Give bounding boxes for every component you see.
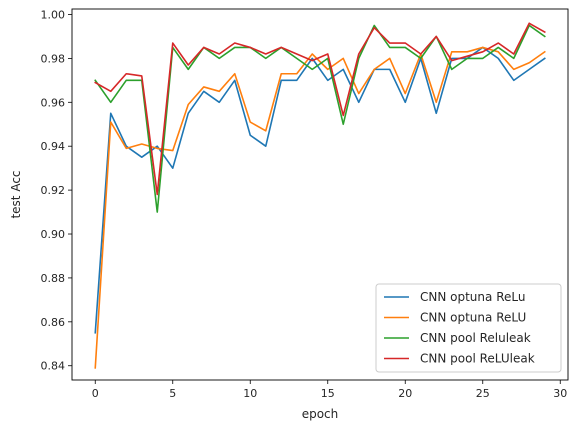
y-tick-label: 0.86 xyxy=(41,316,66,329)
y-tick-label: 0.92 xyxy=(41,184,66,197)
series-line-2 xyxy=(94,46,546,369)
x-tick-label: 25 xyxy=(476,387,490,400)
x-axis-ticks: 0 5 10 15 20 25 30 xyxy=(92,380,567,400)
y-tick-label: 0.90 xyxy=(41,228,66,241)
legend: CNN optuna ReLu CNN optuna ReLU CNN pool R… xyxy=(375,283,562,373)
x-tick-label: 10 xyxy=(243,387,257,400)
plot-frame xyxy=(71,8,569,381)
x-tick-label: 0 xyxy=(92,387,99,400)
legend-label-1: CNN optuna ReLu xyxy=(420,290,525,304)
y-tick-label: 0.98 xyxy=(41,52,66,65)
x-tick-label: 15 xyxy=(321,387,335,400)
series-line-1 xyxy=(94,46,546,334)
plot-lines xyxy=(94,22,546,369)
y-tick-label: 1.00 xyxy=(41,8,66,21)
legend-label-3: CNN pool Reluleak xyxy=(420,331,531,345)
legend-label-4: CNN pool ReLUleak xyxy=(420,352,535,366)
x-tick-label: 20 xyxy=(398,387,412,400)
y-tick-label: 0.94 xyxy=(41,140,66,153)
y-axis-ticks: 0.84 0.86 0.88 0.90 0.92 0.94 0.96 0.98 1.00 xyxy=(41,8,72,373)
legend-label-2: CNN optuna ReLU xyxy=(420,311,526,325)
x-tick-label: 5 xyxy=(169,387,176,400)
y-tick-label: 0.84 xyxy=(41,360,66,373)
y-axis-label: test Acc xyxy=(9,170,23,218)
legend-box xyxy=(375,283,562,373)
series-line-4 xyxy=(94,22,546,196)
x-axis-label: epoch xyxy=(302,407,339,421)
x-tick-label: 30 xyxy=(553,387,567,400)
y-tick-label: 0.96 xyxy=(41,96,66,109)
y-tick-label: 0.88 xyxy=(41,272,66,285)
